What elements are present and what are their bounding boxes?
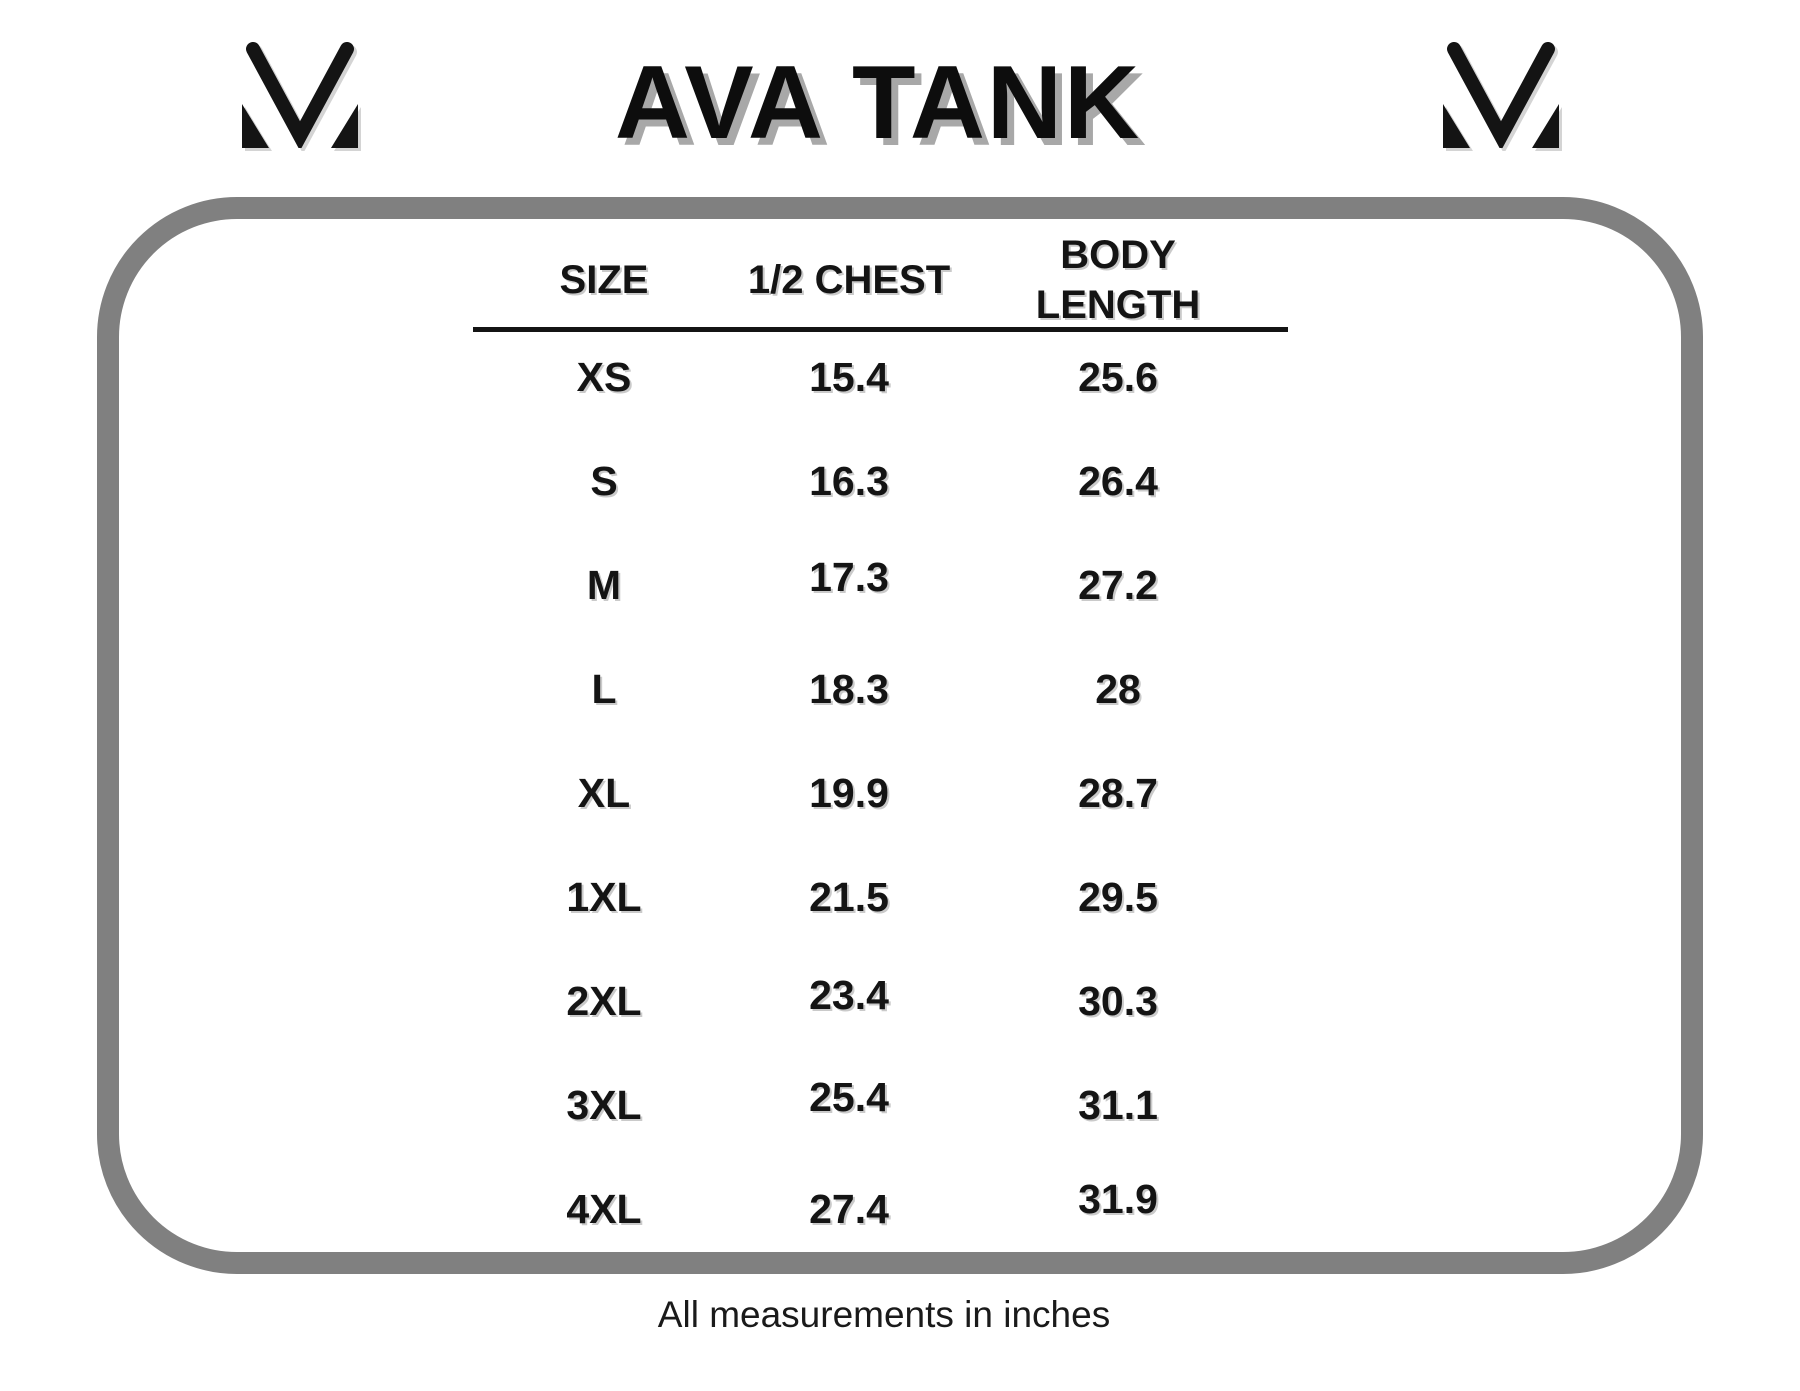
body-length-cell: 29.5 xyxy=(1078,873,1158,920)
table-row: XS 15.4 25.6 xyxy=(414,346,1304,408)
half-chest-cell: 18.3 xyxy=(809,665,889,712)
half-chest-cell: 27.4 xyxy=(809,1185,889,1232)
size-cell: 2XL xyxy=(566,977,642,1024)
column-header-body-length: BODY LENGTH xyxy=(1035,233,1201,327)
half-chest-cell: 21.5 xyxy=(809,873,889,920)
table-row: XL 19.9 28.7 xyxy=(414,762,1304,824)
table-row: 1XL 21.5 29.5 xyxy=(414,866,1304,928)
header-divider-line xyxy=(473,327,1288,332)
size-cell: L xyxy=(591,665,617,712)
table-row: S 16.3 26.4 xyxy=(414,450,1304,512)
body-length-cell: 27.2 xyxy=(1078,561,1158,608)
body-length-cell: 30.3 xyxy=(1078,977,1158,1024)
table-row: M 17.3 27.2 xyxy=(414,554,1304,616)
half-chest-cell: 19.9 xyxy=(809,769,889,816)
body-length-cell: 28.7 xyxy=(1078,769,1158,816)
table-row: 2XL 23.4 30.3 xyxy=(414,970,1304,1032)
half-chest-cell: 23.4 xyxy=(809,971,889,1018)
mv-monogram-icon xyxy=(242,42,358,148)
chart-frame-border xyxy=(97,197,1703,1274)
size-cell: 3XL xyxy=(566,1081,642,1128)
table-row: 3XL 25.4 31.1 xyxy=(414,1074,1304,1136)
table-row: 4XL 27.4 31.9 xyxy=(414,1176,1304,1240)
half-chest-cell: 25.4 xyxy=(809,1073,889,1120)
size-cell: S xyxy=(590,457,618,504)
mv-monogram-icon xyxy=(1443,42,1559,148)
body-length-cell: 25.6 xyxy=(1078,353,1158,400)
page-title: AVA TANK xyxy=(614,45,1142,161)
body-length-cell: 28 xyxy=(1095,665,1141,712)
half-chest-cell: 15.4 xyxy=(809,353,889,400)
size-cell: 1XL xyxy=(566,873,642,920)
table-row: L 18.3 28 xyxy=(414,658,1304,720)
measurements-note: All measurements in inches xyxy=(657,1294,1111,1335)
column-header-size: SIZE xyxy=(559,258,649,302)
column-header-half-chest: 1/2 CHEST xyxy=(747,258,951,302)
size-cell: 4XL xyxy=(566,1185,642,1232)
body-length-cell: 26.4 xyxy=(1078,457,1158,504)
size-cell: XS xyxy=(576,353,632,400)
size-cell: XL xyxy=(577,769,631,816)
half-chest-cell: 16.3 xyxy=(809,457,889,504)
body-length-cell: 31.1 xyxy=(1078,1081,1158,1128)
body-length-cell: 31.9 xyxy=(1078,1175,1158,1222)
half-chest-cell: 17.3 xyxy=(809,553,889,600)
size-cell: M xyxy=(586,561,622,608)
table-header-row: SIZE 1/2 CHEST BODY LENGTH xyxy=(414,230,1304,330)
